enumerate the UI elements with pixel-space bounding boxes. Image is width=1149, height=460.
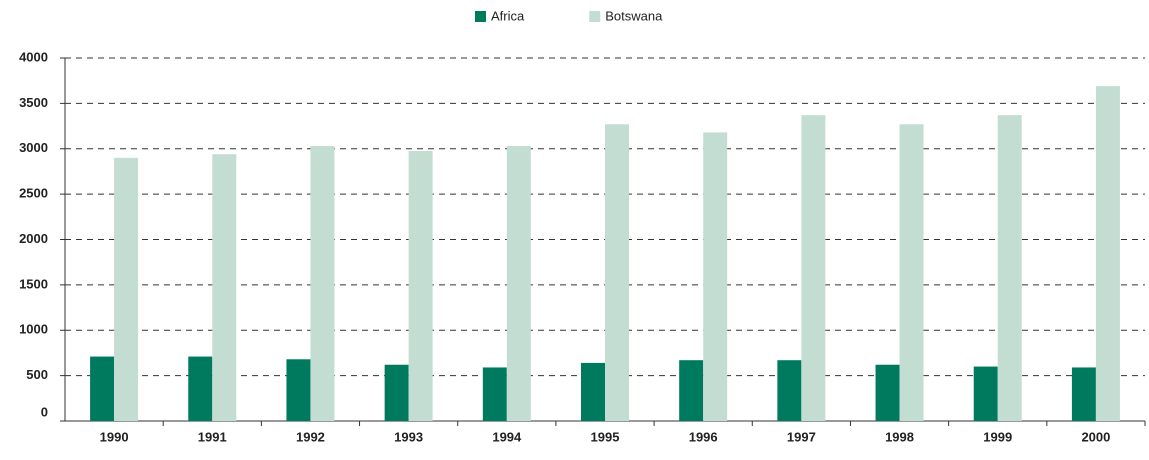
bar bbox=[801, 115, 826, 422]
legend-swatch bbox=[589, 11, 601, 22]
x-tick-label: 2000 bbox=[1081, 429, 1110, 444]
y-tick-label: 2500 bbox=[19, 186, 48, 201]
y-tick-label: 3500 bbox=[19, 95, 48, 110]
legend-label: Botswana bbox=[605, 8, 663, 23]
bar bbox=[679, 360, 704, 421]
bar bbox=[605, 124, 629, 421]
y-tick-label: 1000 bbox=[19, 322, 48, 337]
bar bbox=[286, 359, 311, 421]
bar bbox=[506, 146, 531, 421]
y-tick-label: 500 bbox=[26, 367, 48, 382]
x-tick-label: 1996 bbox=[689, 429, 718, 444]
x-tick-label: 1997 bbox=[787, 429, 816, 444]
y-tick-label: 2000 bbox=[19, 231, 48, 246]
legend-label: Africa bbox=[491, 8, 525, 23]
bar bbox=[997, 115, 1022, 422]
bar bbox=[1071, 367, 1096, 421]
bar bbox=[703, 132, 728, 422]
bar bbox=[777, 360, 802, 421]
y-tick-label: 4000 bbox=[19, 49, 48, 64]
bar bbox=[973, 366, 998, 421]
bar bbox=[90, 356, 115, 421]
bar bbox=[188, 356, 213, 421]
bar bbox=[899, 124, 924, 421]
legend-swatch bbox=[475, 11, 486, 22]
y-tick-label: 0 bbox=[41, 404, 48, 419]
y-tick-label: 1500 bbox=[19, 276, 48, 291]
x-tick-label: 1998 bbox=[885, 429, 914, 444]
bar bbox=[482, 367, 507, 421]
x-tick-label: 1999 bbox=[983, 429, 1012, 444]
bar bbox=[408, 151, 433, 422]
bar bbox=[114, 157, 139, 421]
x-tick-label: 1991 bbox=[198, 429, 227, 444]
bar bbox=[384, 364, 409, 421]
x-tick-label: 1995 bbox=[591, 429, 620, 444]
y-tick-label: 3000 bbox=[19, 140, 48, 155]
bar bbox=[212, 154, 237, 421]
bar bbox=[310, 146, 335, 421]
x-tick-label: 1994 bbox=[492, 429, 522, 444]
bar bbox=[581, 362, 605, 421]
x-tick-label: 1993 bbox=[394, 429, 423, 444]
x-tick-label: 1990 bbox=[100, 429, 129, 444]
x-tick-label: 1992 bbox=[296, 429, 325, 444]
bar bbox=[875, 364, 900, 421]
bar bbox=[1095, 86, 1120, 421]
